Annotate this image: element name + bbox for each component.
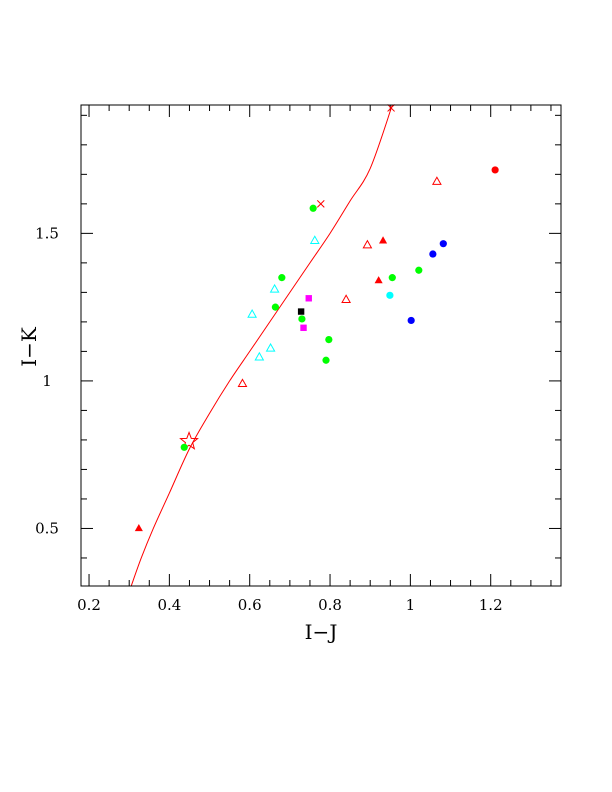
data-points-layer bbox=[134, 166, 499, 532]
open-star-point bbox=[179, 430, 199, 450]
axis-ticks bbox=[81, 105, 561, 586]
open-triangle-point bbox=[237, 378, 248, 388]
x-tick-label: 0.2 bbox=[77, 596, 101, 614]
filled-triangle-point bbox=[134, 523, 143, 532]
filled-circle-point bbox=[386, 291, 394, 299]
x-tick-label: 0.4 bbox=[157, 596, 181, 614]
open-triangle-point bbox=[362, 239, 373, 249]
open-triangle-point bbox=[341, 294, 352, 303]
x-axis-label: I−J bbox=[305, 620, 338, 644]
filled-circle-point bbox=[439, 240, 447, 248]
filled-circle-point bbox=[309, 204, 317, 212]
x-tick-label: 1 bbox=[406, 596, 416, 614]
filled-circle-point bbox=[491, 166, 499, 174]
x-tick-labels: 0.2 0.4 0.6 0.8 1 1.2 bbox=[77, 596, 503, 614]
model-curve-layer bbox=[130, 104, 395, 586]
y-axis-label: I−K bbox=[17, 326, 41, 367]
filled-triangle-point bbox=[374, 276, 383, 284]
filled-square-point bbox=[297, 308, 305, 315]
x-tick-label: 0.6 bbox=[238, 596, 262, 614]
filled-triangle-point bbox=[379, 236, 388, 244]
filled-circle-point bbox=[322, 356, 330, 364]
filled-circle-point bbox=[415, 266, 423, 274]
filled-square-point bbox=[305, 295, 312, 302]
y-tick-labels: 0.5 1 1.5 bbox=[35, 224, 59, 537]
open-triangle-point bbox=[254, 351, 265, 361]
x-tick-label: 1.2 bbox=[479, 596, 503, 614]
plot-frame bbox=[80, 104, 562, 587]
open-triangle-point bbox=[431, 176, 442, 185]
filled-square-point bbox=[300, 324, 307, 331]
curve-cross-marker bbox=[387, 104, 395, 112]
filled-circle-point bbox=[407, 316, 415, 325]
filled-circle-point bbox=[271, 303, 280, 311]
x-tick-label: 0.8 bbox=[318, 596, 342, 614]
filled-circle-point bbox=[298, 315, 306, 323]
open-triangle-point bbox=[269, 283, 280, 293]
filled-circle-point bbox=[388, 274, 396, 282]
filled-circle-point bbox=[278, 274, 286, 282]
open-triangle-point bbox=[309, 235, 320, 244]
filled-circle-point bbox=[429, 250, 437, 258]
model-curve bbox=[130, 105, 393, 586]
y-tick-label: 1 bbox=[42, 372, 52, 390]
curve-cross-marker bbox=[316, 200, 325, 208]
open-triangle-point bbox=[247, 308, 258, 318]
y-tick-label: 0.5 bbox=[35, 519, 59, 537]
filled-circle-point bbox=[325, 335, 333, 344]
open-triangle-point bbox=[265, 342, 276, 352]
y-tick-label: 1.5 bbox=[35, 224, 59, 242]
filled-circle-point bbox=[180, 443, 188, 451]
